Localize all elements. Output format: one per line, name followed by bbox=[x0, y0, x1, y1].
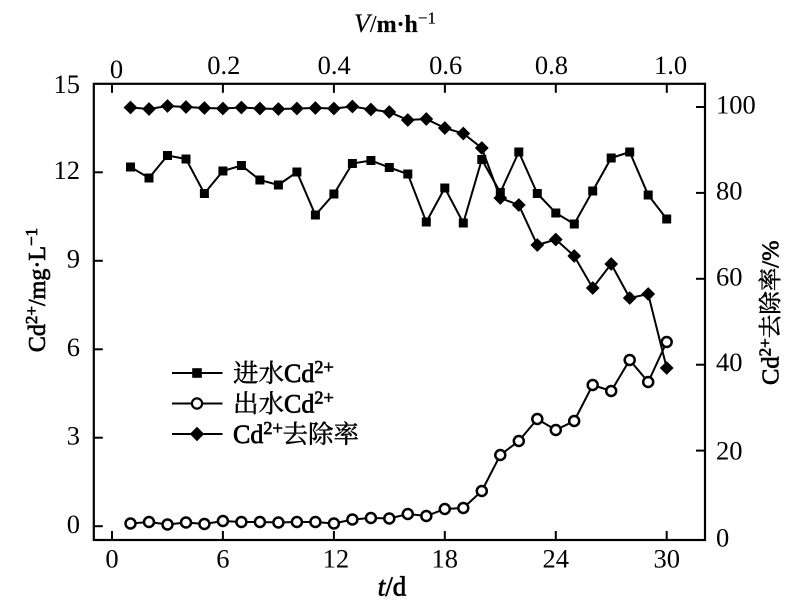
svg-text:0: 0 bbox=[110, 54, 123, 84]
svg-text:24: 24 bbox=[543, 544, 570, 574]
svg-text:60: 60 bbox=[716, 261, 743, 291]
svg-text:80: 80 bbox=[716, 175, 743, 205]
svg-text:V/m·h−1: V/m·h−1 bbox=[354, 9, 436, 39]
svg-text:0.2: 0.2 bbox=[207, 50, 240, 80]
svg-text:6: 6 bbox=[67, 332, 80, 362]
svg-text:30: 30 bbox=[653, 544, 680, 574]
svg-text:0.4: 0.4 bbox=[318, 50, 351, 80]
svg-text:100: 100 bbox=[716, 90, 756, 120]
svg-text:/%: /% bbox=[758, 240, 785, 267]
svg-text:Cd2+: Cd2+ bbox=[284, 388, 334, 419]
svg-text:1.0: 1.0 bbox=[654, 50, 687, 80]
svg-text:40: 40 bbox=[716, 347, 743, 377]
svg-text:3: 3 bbox=[67, 420, 80, 450]
svg-text:Cd2+/mg·L−1: Cd2+/mg·L−1 bbox=[22, 228, 51, 352]
svg-text:0.8: 0.8 bbox=[535, 50, 568, 80]
svg-text:0: 0 bbox=[67, 509, 80, 539]
svg-text:0.6: 0.6 bbox=[429, 50, 462, 80]
svg-text:0: 0 bbox=[105, 544, 118, 574]
svg-text:12: 12 bbox=[323, 544, 350, 574]
svg-text:t/d: t/d bbox=[378, 572, 407, 602]
svg-text:9: 9 bbox=[67, 243, 80, 273]
svg-text:0: 0 bbox=[716, 523, 729, 553]
svg-text:20: 20 bbox=[716, 436, 743, 466]
svg-text:18: 18 bbox=[432, 544, 459, 574]
svg-text:15: 15 bbox=[54, 69, 81, 99]
svg-text:12: 12 bbox=[54, 155, 81, 185]
svg-text:6: 6 bbox=[216, 544, 229, 574]
svg-text:Cd2+: Cd2+ bbox=[756, 338, 785, 385]
